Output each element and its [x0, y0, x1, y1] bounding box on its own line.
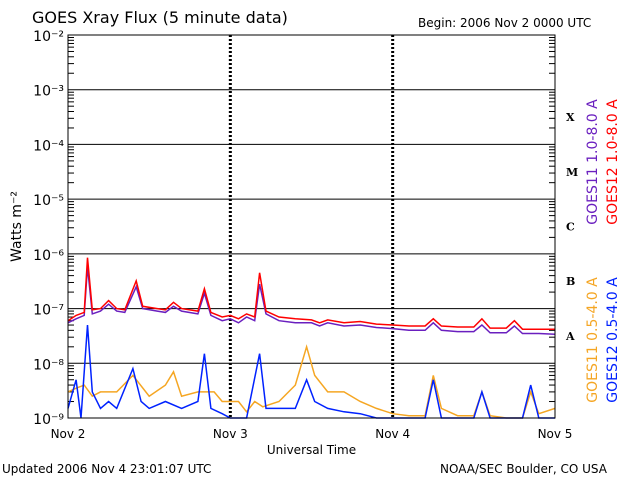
x-axis-label: Universal Time — [267, 443, 356, 457]
y-axis-label: Watts m⁻² — [9, 191, 25, 262]
y-tick-label: 10⁻⁴ — [33, 138, 64, 154]
series-line — [67, 266, 556, 335]
legend-entry: GOES12 1.0-8.0 A — [605, 99, 621, 225]
y-tick-label: 10⁻⁶ — [33, 248, 64, 264]
legend-short-wavelength: GOES11 0.5-4.0 A GOES12 0.5-4.0 A — [585, 277, 621, 403]
legend-long-wavelength: GOES11 1.0-8.0 A GOES12 1.0-8.0 A — [585, 99, 621, 225]
flare-class-labels: X M C B A — [565, 111, 578, 343]
flare-class-label: C — [566, 221, 575, 234]
x-tick-labels: Nov 2 Nov 3 Nov 4 Nov 5 — [51, 427, 573, 441]
y-tick-label: 10⁻² — [33, 29, 64, 45]
y-tick-label: 10⁻⁵ — [33, 193, 64, 209]
flare-class-label: A — [565, 330, 575, 343]
x-tick-label: Nov 4 — [375, 427, 410, 441]
y-tick-label: 10⁻³ — [33, 84, 64, 100]
flare-class-label: X — [566, 111, 575, 124]
x-tick-label: Nov 2 — [51, 427, 86, 441]
credit-text: NOAA/SEC Boulder, CO USA — [440, 462, 607, 476]
y-tick-labels: 10⁻² 10⁻³ 10⁻⁴ 10⁻⁵ 10⁻⁶ 10⁻⁷ 10⁻⁸ 10⁻⁹ — [33, 29, 64, 428]
legend-entry: GOES11 0.5-4.0 A — [585, 277, 601, 403]
grid-lines — [68, 34, 555, 419]
legend-entry: GOES12 0.5-4.0 A — [605, 277, 621, 403]
x-tick-label: Nov 3 — [213, 427, 248, 441]
legend-entry: GOES11 1.0-8.0 A — [585, 99, 601, 225]
y-tick-label: 10⁻⁸ — [33, 357, 64, 373]
series-layer — [67, 257, 556, 419]
series-line — [67, 257, 555, 330]
chart-title: GOES Xray Flux (5 minute data) — [32, 8, 288, 27]
plot-frame — [67, 34, 556, 419]
flare-class-label: B — [566, 275, 575, 288]
series-line — [67, 344, 556, 419]
x-tick-label: Nov 5 — [538, 427, 573, 441]
y-tick-label: 10⁻⁷ — [33, 303, 64, 319]
series-line — [67, 324, 555, 419]
y-tick-label: 10⁻⁹ — [33, 412, 64, 428]
begin-time: Begin: 2006 Nov 2 0000 UTC — [418, 16, 592, 30]
updated-timestamp: Updated 2006 Nov 4 23:01:07 UTC — [2, 462, 212, 476]
flare-class-label: M — [566, 166, 578, 179]
